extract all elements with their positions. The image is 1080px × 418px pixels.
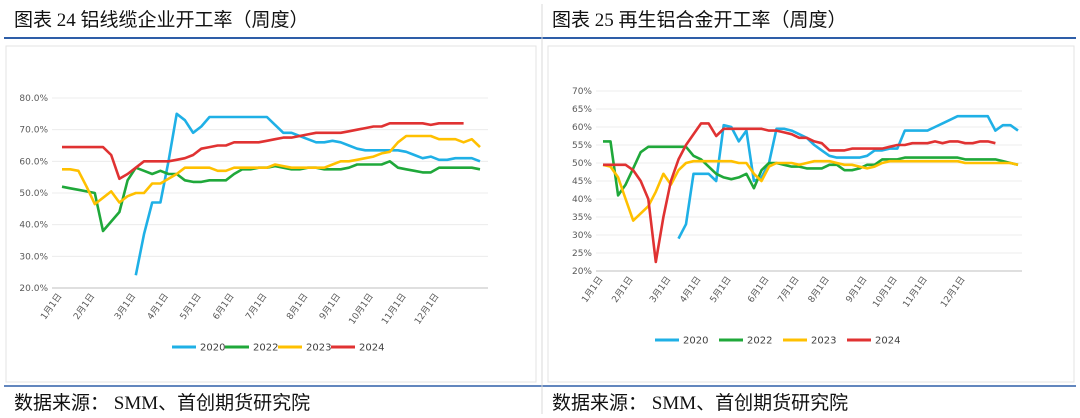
- series-line: [62, 122, 464, 181]
- series-line: [602, 159, 1019, 222]
- y-tick-label: 30.0%: [19, 252, 48, 262]
- chart-frame: [5, 45, 537, 383]
- source-note: 数据来源： SMM、首创期货研究院: [14, 392, 310, 414]
- y-tick-label: 20%: [572, 267, 592, 277]
- legend-label: 2024: [875, 336, 900, 347]
- y-tick-label: 70%: [572, 87, 592, 97]
- y-tick-label: 30%: [572, 231, 592, 241]
- y-tick-label: 45%: [572, 177, 592, 187]
- legend-label: 2022: [747, 336, 772, 347]
- legend-label: 2020: [683, 336, 708, 347]
- y-tick-label: 50%: [572, 159, 592, 169]
- series-line: [62, 134, 481, 206]
- y-tick-label: 50.0%: [19, 189, 48, 199]
- legend-label: 2024: [359, 343, 384, 354]
- series-line: [603, 122, 996, 264]
- chart-title: 图表 24 铝线缆企业开工率（周度）: [14, 9, 309, 31]
- legend-label: 2020: [200, 343, 225, 354]
- series-line: [603, 140, 1019, 197]
- legend-label: 2022: [253, 343, 278, 354]
- y-tick-label: 20.0%: [19, 284, 48, 294]
- legend-label: 2023: [811, 336, 836, 347]
- source-note: 数据来源： SMM、首创期货研究院: [552, 392, 848, 414]
- y-tick-label: 60%: [572, 123, 592, 133]
- y-tick-label: 70.0%: [19, 126, 48, 136]
- y-tick-label: 40.0%: [19, 221, 48, 231]
- y-tick-label: 80.0%: [19, 94, 48, 104]
- y-tick-label: 65%: [572, 105, 592, 115]
- series-line: [134, 112, 481, 276]
- chart-frame: [547, 45, 1075, 383]
- series-line: [677, 114, 1019, 240]
- y-tick-label: 40%: [572, 195, 592, 205]
- y-tick-label: 35%: [572, 213, 592, 223]
- y-tick-label: 55%: [572, 141, 592, 151]
- y-tick-label: 60.0%: [19, 157, 48, 167]
- chart-title: 图表 25 再生铝合金开工率（周度）: [552, 9, 847, 31]
- legend-label: 2023: [306, 343, 331, 354]
- y-tick-label: 25%: [572, 249, 592, 259]
